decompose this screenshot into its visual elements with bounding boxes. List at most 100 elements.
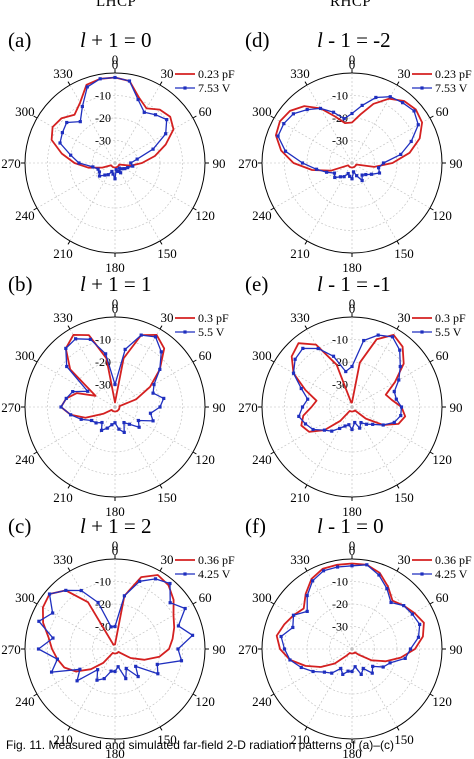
measured-data-point xyxy=(408,647,413,651)
measured-data-point xyxy=(113,177,117,181)
polar-grid: 0306090120150180210240270300330-10-20-30… xyxy=(1,296,225,519)
angle-tick-label: 90 xyxy=(213,642,226,657)
angle-tick-label: 90 xyxy=(450,642,463,657)
measured-data-point xyxy=(36,647,41,651)
grid-spoke xyxy=(36,603,116,650)
grid-ring xyxy=(47,581,183,717)
polar-chart: 0306090120150180210240270300330-10-20-30… xyxy=(1,52,235,275)
grid-spoke xyxy=(351,117,431,164)
measured-data-point xyxy=(397,378,401,382)
angle-tick-label: 210 xyxy=(53,732,73,747)
measured-data-point xyxy=(279,634,283,639)
measured-data-point xyxy=(158,405,162,409)
panel-title-symbol: l xyxy=(317,272,323,296)
angle-tick xyxy=(33,115,38,119)
grid-spoke xyxy=(69,406,116,486)
angle-tick-label: 150 xyxy=(157,490,177,505)
grid-spoke xyxy=(69,328,116,408)
grid-spoke xyxy=(69,84,116,164)
measured-data-point xyxy=(120,167,124,171)
measured-data-point xyxy=(388,661,392,665)
angle-tick-label: 0 xyxy=(349,52,356,67)
angle-tick-label: 0 xyxy=(349,538,356,553)
measured-data-point xyxy=(104,352,108,356)
angle-tick xyxy=(67,726,71,731)
measured-data-point xyxy=(394,397,398,401)
angle-tick-label: 60 xyxy=(199,104,212,119)
measured-data-point xyxy=(190,633,195,637)
measured-data-point xyxy=(80,104,84,109)
measured-data-point xyxy=(282,122,286,126)
measured-data-point xyxy=(155,662,159,666)
grid-spoke xyxy=(36,117,116,164)
angle-tick-label: 0 xyxy=(349,296,356,311)
measured-data-point xyxy=(109,625,113,629)
lhcp-header: LHCP xyxy=(96,0,137,10)
angle-tick xyxy=(396,81,400,86)
measured-data-point xyxy=(381,423,385,427)
measured-data-point xyxy=(59,405,63,409)
angle-tick-label: 330 xyxy=(290,310,310,325)
measured-data-point xyxy=(124,666,128,671)
measured-data-point xyxy=(360,173,364,177)
grid-spoke xyxy=(306,570,353,650)
measured-data-point xyxy=(342,117,346,121)
grid-spoke xyxy=(114,603,194,650)
measured-data-point xyxy=(347,423,351,427)
measured-data-point xyxy=(361,666,365,671)
measured-data-point xyxy=(58,141,62,145)
angle-tick-label: 240 xyxy=(15,208,35,223)
angle-tick-label: 90 xyxy=(213,156,226,171)
measured-data-point xyxy=(381,161,386,165)
legend-marker xyxy=(420,330,424,334)
angle-tick-label: 60 xyxy=(199,590,212,605)
angle-tick-label: 300 xyxy=(252,348,272,363)
panel-label: (b) xyxy=(8,272,33,296)
measured-data-point xyxy=(122,420,126,425)
grid-spoke xyxy=(114,84,161,164)
angle-tick-label: 150 xyxy=(157,732,177,747)
measured-data-point xyxy=(388,95,392,99)
panel-title-symbol: l xyxy=(80,28,86,52)
legend-marker xyxy=(183,330,187,334)
angle-tick-label: 330 xyxy=(53,552,73,567)
angle-tick xyxy=(429,115,434,119)
panel-title: l - 1 = 0 xyxy=(317,514,384,539)
measured-data-point xyxy=(117,166,121,170)
measured-data-point xyxy=(305,107,309,112)
grid-spoke xyxy=(114,117,194,164)
radial-tick-label: -10 xyxy=(332,575,348,589)
angle-tick-label: 300 xyxy=(15,348,35,363)
angle-tick xyxy=(270,115,275,119)
polar-panel: 0 30 60 90 120 150 180 210 240 270 300 330 -10 -20 -30… xyxy=(0,28,237,275)
angle-tick-label: 30 xyxy=(161,310,174,325)
simulated-series-line xyxy=(60,334,166,419)
measured-data-point xyxy=(176,624,181,628)
measured-data-point xyxy=(113,382,117,387)
measured-data-point xyxy=(276,134,280,138)
measured-data-point xyxy=(105,426,109,430)
measured-data-point xyxy=(381,665,385,669)
measured-data-point xyxy=(100,420,104,425)
measured-data-point xyxy=(78,667,82,671)
angle-tick-label: 180 xyxy=(342,504,362,519)
angle-tick xyxy=(396,240,400,245)
measured-data-point xyxy=(353,420,357,425)
angle-tick-label: 120 xyxy=(432,452,452,467)
radial-tick-label: -10 xyxy=(95,89,111,103)
grid-spoke xyxy=(114,648,194,695)
measured-data-point xyxy=(55,657,59,661)
angle-tick xyxy=(33,601,38,605)
radial-max-label: 0 xyxy=(112,301,119,316)
radial-tick-label: -10 xyxy=(95,333,111,347)
panel-label: (f) xyxy=(245,514,266,538)
legend-label: 4.25 V xyxy=(435,567,468,581)
measured-data-point xyxy=(325,170,329,174)
measured-data-point xyxy=(350,427,354,432)
angle-tick xyxy=(67,484,71,489)
radial-tick-label: -20 xyxy=(95,597,111,611)
angle-tick-label: 120 xyxy=(195,694,215,709)
measured-data-point xyxy=(330,671,334,675)
measured-data-point xyxy=(416,635,421,639)
polar-chart: 0306090120150180210240270300330-10-20-30… xyxy=(1,296,229,519)
